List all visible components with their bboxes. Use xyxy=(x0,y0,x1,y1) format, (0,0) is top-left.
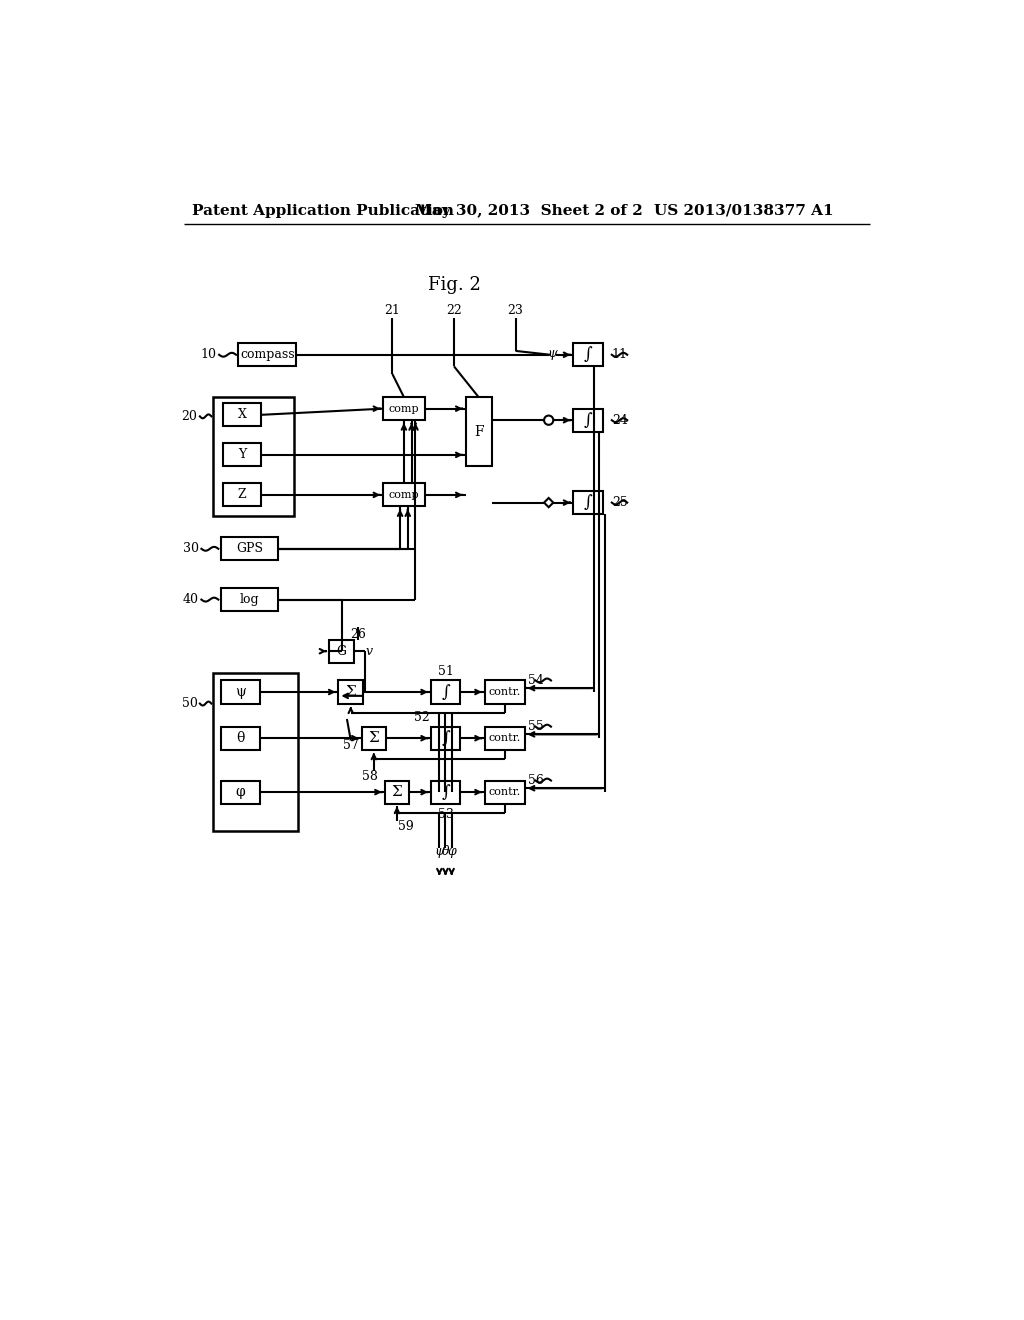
Text: 56: 56 xyxy=(528,774,544,787)
Bar xyxy=(221,726,260,750)
Bar xyxy=(223,483,261,507)
Bar xyxy=(213,397,294,516)
Text: θ: θ xyxy=(237,731,245,746)
Text: θ: θ xyxy=(441,845,450,858)
Text: 21: 21 xyxy=(384,305,400,317)
Polygon shape xyxy=(544,498,553,507)
Text: 10: 10 xyxy=(201,348,217,362)
Text: v: v xyxy=(366,644,373,657)
Text: 55: 55 xyxy=(528,721,544,733)
Bar xyxy=(431,726,460,750)
Bar xyxy=(573,409,602,432)
Text: ψ: ψ xyxy=(434,845,444,858)
Text: 57: 57 xyxy=(343,739,358,752)
Bar xyxy=(383,397,425,420)
Text: contr.: contr. xyxy=(488,787,521,797)
Text: ∫: ∫ xyxy=(584,346,592,363)
Bar xyxy=(330,640,354,663)
Text: Patent Application Publication: Patent Application Publication xyxy=(193,203,455,218)
Text: ∫: ∫ xyxy=(441,684,450,701)
Text: ∫: ∫ xyxy=(584,494,592,511)
Text: φ: φ xyxy=(447,845,456,858)
Text: G: G xyxy=(337,644,346,657)
Bar xyxy=(385,780,410,804)
Text: F: F xyxy=(474,425,483,438)
Bar xyxy=(223,444,261,466)
Bar xyxy=(213,673,298,830)
Text: 23: 23 xyxy=(508,305,523,317)
Bar xyxy=(223,404,261,426)
Text: ∫: ∫ xyxy=(584,412,592,429)
Text: comp: comp xyxy=(389,404,420,413)
Text: ∫: ∫ xyxy=(441,730,450,747)
Text: Σ: Σ xyxy=(369,731,379,746)
Text: 51: 51 xyxy=(437,665,454,677)
Text: ψ: ψ xyxy=(548,347,557,360)
Bar xyxy=(573,491,602,515)
Bar xyxy=(339,681,364,704)
Text: comp: comp xyxy=(389,490,420,500)
Text: Y: Y xyxy=(239,449,247,462)
Text: ψ: ψ xyxy=(236,685,246,700)
Text: X: X xyxy=(238,408,247,421)
Text: May 30, 2013  Sheet 2 of 2: May 30, 2013 Sheet 2 of 2 xyxy=(416,203,643,218)
Text: 53: 53 xyxy=(437,808,454,821)
Text: 24: 24 xyxy=(611,413,628,426)
Text: 58: 58 xyxy=(362,770,378,783)
Text: φ: φ xyxy=(236,785,246,799)
Bar xyxy=(484,780,524,804)
Bar xyxy=(383,483,425,507)
Text: Σ: Σ xyxy=(345,685,356,700)
Text: US 2013/0138377 A1: US 2013/0138377 A1 xyxy=(654,203,834,218)
Text: 26: 26 xyxy=(350,628,366,640)
Bar xyxy=(220,537,279,560)
Text: contr.: contr. xyxy=(488,733,521,743)
Bar xyxy=(239,343,296,367)
Text: Fig. 2: Fig. 2 xyxy=(428,276,480,294)
Text: 30: 30 xyxy=(183,543,199,556)
Bar xyxy=(221,681,260,704)
Text: 50: 50 xyxy=(181,697,198,710)
Text: contr.: contr. xyxy=(488,686,521,697)
Text: 54: 54 xyxy=(528,675,544,686)
Bar xyxy=(361,726,386,750)
Text: 25: 25 xyxy=(611,496,628,510)
Text: 11: 11 xyxy=(611,348,628,362)
Bar xyxy=(431,681,460,704)
Bar xyxy=(220,589,279,611)
Text: 20: 20 xyxy=(181,409,198,422)
Text: compass: compass xyxy=(240,348,295,362)
Text: 40: 40 xyxy=(183,593,199,606)
Text: 52: 52 xyxy=(414,711,429,723)
Text: ∫: ∫ xyxy=(441,784,450,801)
Bar xyxy=(484,681,524,704)
Bar xyxy=(466,397,493,466)
Bar xyxy=(484,726,524,750)
Bar xyxy=(221,780,260,804)
Bar xyxy=(573,343,602,367)
Text: Σ: Σ xyxy=(391,785,402,799)
Text: 59: 59 xyxy=(398,820,414,833)
Bar xyxy=(431,780,460,804)
Text: GPS: GPS xyxy=(236,543,263,556)
Text: 22: 22 xyxy=(446,305,462,317)
Text: Z: Z xyxy=(238,488,247,502)
Text: log: log xyxy=(240,593,259,606)
